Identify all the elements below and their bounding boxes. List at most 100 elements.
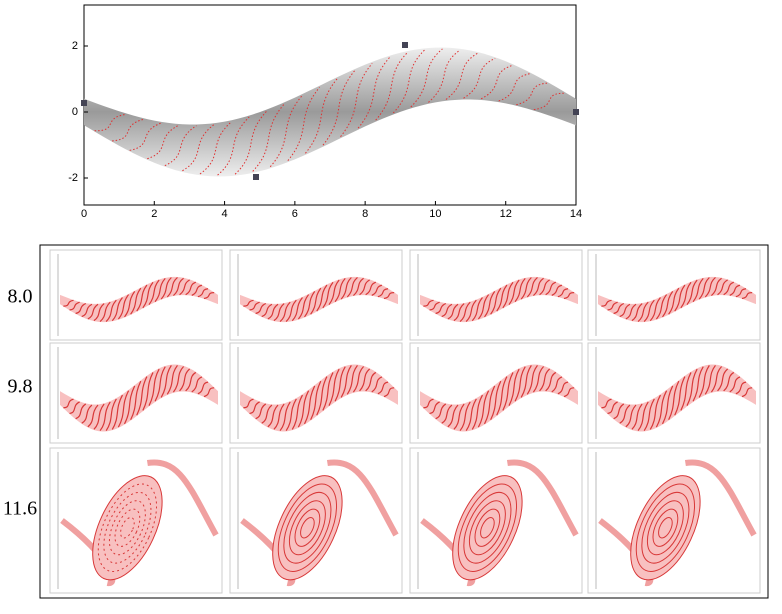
panel [229,342,403,444]
stripe [423,299,434,307]
stripe [520,365,532,398]
stripe [130,287,142,315]
stripe [520,277,532,300]
stripe [539,368,551,392]
stripe [435,302,447,315]
stripe [346,276,358,298]
stripe [69,301,80,311]
stripe [279,301,291,322]
stripe [545,371,557,392]
stripe [453,303,465,322]
stripe [680,281,692,309]
stripe [279,401,291,432]
vortex-ring [646,500,684,556]
stripe [607,301,618,311]
stripe [285,398,297,431]
stripe [353,277,364,296]
x-tick-label: 12 [500,208,512,220]
stripe [539,279,551,296]
stripe [267,303,279,320]
stripe [365,371,377,392]
stripe [483,385,496,425]
stripe [197,288,209,298]
stripe [631,303,643,322]
stripe [164,125,197,167]
stripe [532,366,545,393]
stripe [75,403,87,420]
stripe [172,366,185,393]
stripe [463,57,496,99]
stripe [625,303,637,320]
stripe [182,124,215,172]
stripe [625,404,637,428]
stripe [698,365,710,398]
stripe [111,394,123,430]
vortex-ring [652,508,679,547]
stripe [173,277,184,296]
panel [229,447,403,594]
stripe [484,291,496,318]
panel [587,249,761,341]
stripe [243,299,254,307]
vortex-ring [97,483,158,572]
x-tick-label: 6 [292,208,298,220]
stripe [465,299,477,322]
stripe [447,404,459,428]
stripe [619,404,631,424]
stripe [334,277,346,303]
vortex-ring [658,517,673,539]
vortex-ring [457,483,518,572]
vortex-ring [120,517,135,539]
stripe [631,403,643,430]
stripe [735,288,747,298]
stripe [729,284,741,296]
stripe [551,376,563,393]
stripe [441,303,453,318]
stripe [105,398,117,431]
stripe [130,380,142,421]
stripe [459,401,471,432]
stripe [601,299,612,307]
stripe [63,398,74,409]
stripe [99,301,111,322]
stripe [111,297,123,322]
stripe [717,368,729,392]
panel [587,342,761,444]
vortex [452,475,523,581]
vortex [92,475,163,581]
stripe [371,376,383,393]
stripe [680,372,692,411]
stripe [377,288,389,298]
stripe [261,404,273,424]
panel-grid: 00.010.050.28.09.811.6 [3,249,761,594]
vortex-ring [468,500,506,556]
control-point [402,42,408,48]
stripe [287,87,320,161]
stripe [480,64,513,100]
panel [587,447,761,594]
stripe [261,303,273,318]
stripe [136,376,148,416]
stripe [203,292,215,300]
stripe [305,78,338,154]
stripe [508,368,520,406]
stripe [711,277,722,296]
stripe [514,366,526,402]
stripe [243,398,254,409]
stripe [375,52,408,121]
stripe [136,284,148,312]
stripe [322,281,334,309]
stripe [81,303,93,318]
x-tick-label: 10 [429,208,441,220]
stripe [668,380,680,421]
stripe [273,403,285,430]
stripe [87,404,99,428]
stripe [508,279,520,306]
stripe [377,381,389,395]
stripe [735,381,747,395]
panel [409,342,583,444]
stripe [352,366,365,393]
x-tick-label: 0 [81,208,87,220]
control-point [81,100,87,106]
stripe [185,281,197,296]
